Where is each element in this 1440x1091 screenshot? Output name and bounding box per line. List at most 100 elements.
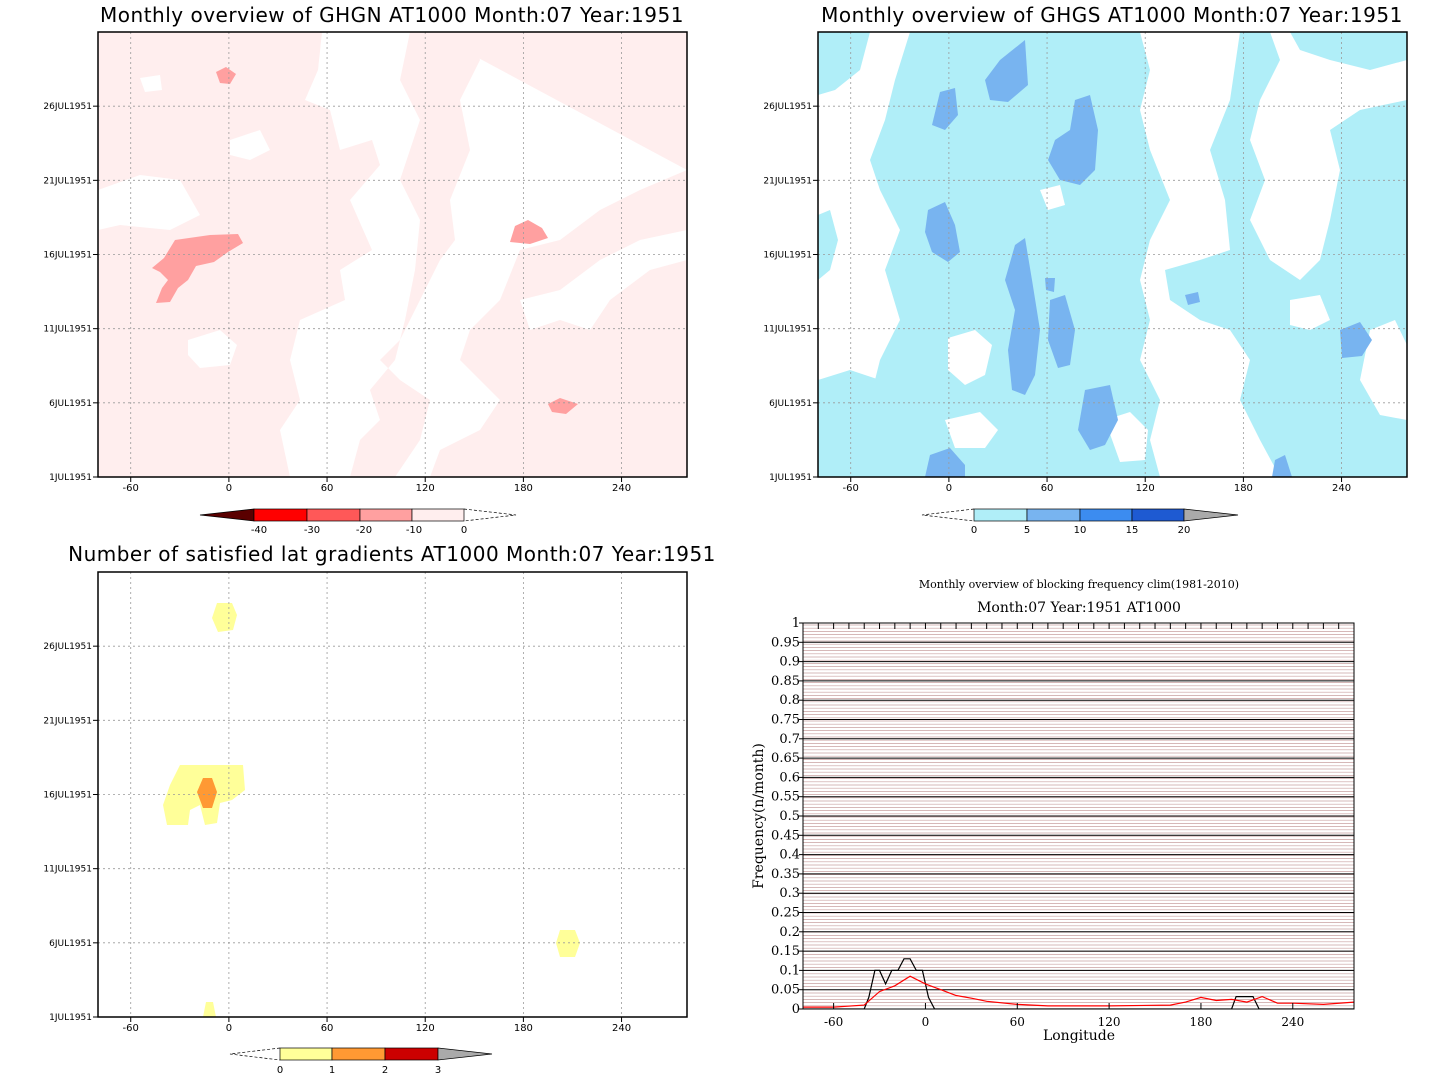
chart-ytick-label-1: 0.05: [771, 983, 800, 998]
ghgn-region-light-mid2: [350, 32, 480, 477]
panel-ghgs-grid: [818, 32, 1407, 477]
chart-ytick-label-11: 0.55: [771, 790, 800, 805]
cbB-label-1: 5: [1024, 525, 1030, 536]
panel-latgrad-y-ticks: 1JUL1951 6JUL1951 11JUL1951 16JUL1951 21JUL1…: [43, 642, 98, 1023]
ghgs-xtick-label-4: 180: [1234, 483, 1253, 494]
chart-series-line-0: [803, 958, 1354, 1009]
cbB-label-4: 20: [1178, 525, 1191, 536]
ghgs-ytick-label-0: 1JUL1951: [769, 473, 812, 483]
latgrad-xtick-label-3: 120: [416, 1023, 435, 1034]
chart-title: Monthly overview of blocking frequency c…: [919, 578, 1239, 591]
ghgn-hole-4: [140, 75, 162, 92]
ghgs-ytick-label-5: 26JUL1951: [763, 102, 812, 112]
chart-ytick-label-4: 0.2: [779, 925, 800, 940]
latgrad-blob-1: [212, 603, 237, 632]
panel-ghgn-x-ticks: -60 0 60 120 180 240: [123, 477, 631, 494]
chart-ytick-label-20: 1: [792, 616, 800, 631]
ghgs-ytick-label-4: 21JUL1951: [763, 176, 812, 186]
panel-blocking-frequency: Monthly overview of blocking frequency c…: [751, 578, 1355, 1044]
ghgs-blob-3: [1048, 95, 1098, 185]
chart-ylabel: Frequency(n/month): [751, 743, 767, 889]
chart-xtick-label-2: 60: [1010, 1015, 1025, 1029]
ghgs-blob-5: [1005, 238, 1040, 395]
chart-series: [803, 958, 1354, 1009]
latgrad-ytick-label-3: 16JUL1951: [43, 791, 92, 801]
latgrad-xtick-label-0: -60: [123, 1023, 139, 1034]
ghgs-xtick-label-0: -60: [843, 483, 859, 494]
panel-ghgs-title: Monthly overview of GHGS AT1000 Month:07…: [821, 3, 1403, 27]
ghgs-hole-6: [1290, 295, 1330, 330]
latgrad-xtick-label-5: 240: [612, 1023, 631, 1034]
chart-background-stripes: [803, 624, 1354, 1007]
ghgn-ytick-label-0: 1JUL1951: [49, 473, 92, 483]
ghgs-blob-9: [1272, 455, 1292, 477]
cbB-label-0: 0: [971, 525, 977, 536]
ghgn-hole-3: [230, 130, 270, 160]
ghgs-ytick-label-1: 6JUL1951: [769, 399, 812, 409]
panel-ghgs-colorbar: 0 5 10 15 20: [921, 508, 1239, 536]
ghgs-blob-2: [932, 88, 958, 130]
chart-ytick-label-15: 0.75: [771, 713, 800, 728]
panel-ghgn-y-ticks: 1JUL1951 6JUL1951 11JUL1951 16JUL1951 21JUL1…: [43, 102, 98, 483]
ghgs-blob-8: [925, 448, 965, 477]
chart-top-minor-ticks: [817, 623, 1340, 629]
latgrad-xtick-label-4: 180: [514, 1023, 533, 1034]
cbA-label-4: 0: [461, 525, 467, 536]
panel-ghgs: Monthly overview of GHGS AT1000 Month:07…: [763, 3, 1408, 536]
ghgn-ytick-label-2: 11JUL1951: [43, 325, 92, 335]
ghgn-blob-4: [548, 398, 578, 414]
chart-ytick-label-9: 0.45: [771, 828, 800, 843]
panel-ghgn-colorbar: -40 -30 -20 -10 0: [199, 508, 517, 536]
chart-ytick-label-3: 0.15: [771, 944, 800, 959]
chart-ytick-label-7: 0.35: [771, 867, 800, 882]
cbA-label-2: -20: [356, 525, 372, 536]
ghgs-blob-10: [1340, 322, 1372, 358]
ghgs-hole-3: [1105, 412, 1148, 462]
latgrad-ytick-label-1: 6JUL1951: [49, 939, 92, 949]
ghgs-ytick-label-2: 11JUL1951: [763, 325, 812, 335]
cbA-label-1: -30: [304, 525, 320, 536]
ghgn-xtick-label-2: 60: [321, 483, 334, 494]
ghgs-hole-1: [948, 330, 992, 385]
chart-ytick-label-19: 0.95: [771, 635, 800, 650]
cbC-label-0: 0: [277, 1065, 283, 1076]
chart-xtick-label-0: -60: [824, 1015, 843, 1029]
chart-xtick-label-5: 240: [1281, 1015, 1304, 1029]
ghgn-ytick-label-3: 16JUL1951: [43, 251, 92, 261]
ghgs-band-right: [1165, 32, 1407, 477]
panel-latgrad-x-ticks: -60 0 60 120 180 240: [123, 1017, 631, 1034]
ghgs-xtick-label-5: 240: [1332, 483, 1351, 494]
ghgs-band-right-top: [1290, 32, 1407, 70]
ghgn-hole-1: [98, 175, 200, 230]
chart-xtick-label-3: 120: [1098, 1015, 1121, 1029]
ghgn-ytick-label-5: 26JUL1951: [43, 102, 92, 112]
ghgs-band-left-top: [818, 32, 870, 95]
ghgn-hole-2: [188, 330, 237, 368]
cbC-label-3: 3: [435, 1065, 441, 1076]
latgrad-blob-4: [556, 930, 580, 957]
cbB-label-2: 10: [1074, 525, 1087, 536]
ghgn-blob-3: [510, 220, 548, 244]
ghgs-blob-12: [1045, 278, 1055, 292]
latgrad-ytick-label-4: 21JUL1951: [43, 716, 92, 726]
chart-major-gridlines: [803, 622, 1354, 1010]
ghgn-ytick-label-1: 6JUL1951: [49, 399, 92, 409]
ghgn-xtick-label-5: 240: [612, 483, 631, 494]
chart-ytick-label-18: 0.9: [779, 655, 800, 670]
cbB-label-3: 15: [1126, 525, 1139, 536]
cbC-label-2: 2: [382, 1065, 388, 1076]
chart-ytick-label-12: 0.6: [779, 770, 800, 785]
chart-ytick-label-6: 0.3: [779, 886, 800, 901]
ghgs-xtick-label-1: 0: [946, 483, 952, 494]
ghgs-band-left-mid: [818, 210, 838, 280]
ghgs-blob-1: [985, 40, 1028, 102]
chart-x-ticks: -60 0 60 120 180 240: [824, 1003, 1304, 1029]
ghgs-blob-11: [1185, 292, 1200, 305]
chart-series-line-1: [803, 975, 1354, 1008]
ghgn-xtick-label-1: 0: [226, 483, 232, 494]
ghgn-xtick-label-4: 180: [514, 483, 533, 494]
latgrad-ytick-label-5: 26JUL1951: [43, 642, 92, 652]
latgrad-blob-3: [197, 778, 217, 808]
ghgs-hole-5: [1360, 320, 1407, 420]
chart-y-ticks: 0 0.05 0.1 0.15 0.2 0.25 0.3 0.35 0.4 0.45 0.5 0.55…: [771, 616, 803, 1017]
